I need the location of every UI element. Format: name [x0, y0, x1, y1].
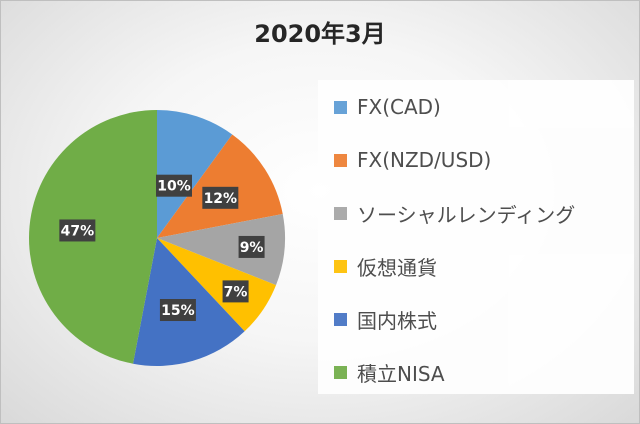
legend-item-3: ソーシャルレンディング — [334, 198, 575, 228]
svg-text:9%: 9% — [240, 240, 264, 256]
legend-label: FX(CAD) — [357, 95, 441, 119]
data-label-4: 7% — [222, 280, 249, 303]
legend-label: FX(NZD/USD) — [357, 148, 492, 172]
data-label-5: 15% — [159, 299, 196, 322]
svg-text:47%: 47% — [61, 223, 95, 239]
legend-label: 国内株式 — [357, 308, 437, 333]
legend-item-4: 仮想通貨 — [334, 251, 437, 281]
pie-slice-1 — [157, 110, 233, 238]
legend-swatch — [334, 153, 347, 167]
pie-slice-2 — [157, 134, 283, 238]
legend-label: ソーシャルレンディング — [357, 202, 576, 227]
data-label-2: 12% — [202, 186, 239, 209]
svg-text:10%: 10% — [157, 179, 191, 195]
legend-swatch — [334, 206, 347, 220]
svg-text:15%: 15% — [161, 303, 195, 319]
pie-slice-4 — [157, 238, 277, 332]
legend-swatch — [334, 365, 347, 379]
legend-item-6: 積立NISA — [334, 357, 445, 387]
legend-item-2: FX(NZD/USD) — [334, 145, 491, 175]
svg-text:12%: 12% — [204, 191, 238, 207]
data-label-1: 10% — [155, 174, 192, 197]
pie-slice-3 — [157, 214, 285, 286]
legend-label: 積立NISA — [357, 361, 445, 386]
legend: FX(CAD) FX(NZD/USD) ソーシャルレンディング 仮想通貨国内株式積立N… — [318, 80, 634, 394]
svg-text:7%: 7% — [224, 284, 248, 300]
legend-label: 仮想通貨 — [357, 255, 437, 280]
legend-swatch — [334, 259, 347, 273]
data-label-6: 47% — [59, 219, 96, 242]
legend-item-1: FX(CAD) — [334, 92, 441, 122]
chart-title: 2020年3月 — [254, 20, 386, 48]
legend-swatch — [334, 100, 347, 114]
legend-item-5: 国内株式 — [334, 304, 437, 334]
legend-swatch — [334, 312, 347, 326]
data-label-3: 9% — [238, 235, 265, 258]
